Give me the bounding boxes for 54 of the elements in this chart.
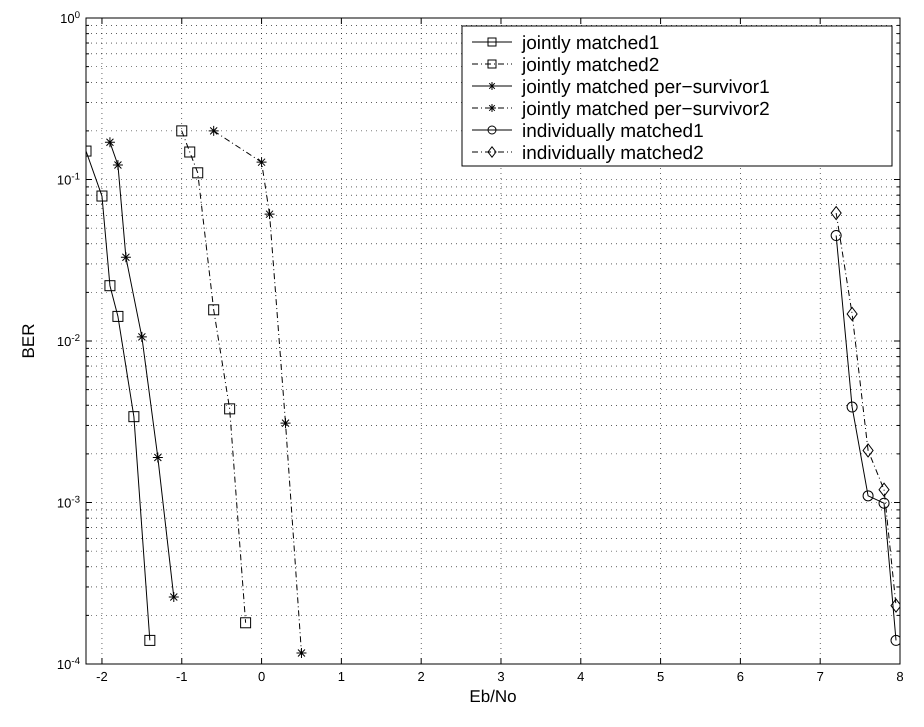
x-tick-label: 7 xyxy=(816,669,824,684)
x-tick-label: 6 xyxy=(736,669,744,684)
y-tick-label: 10$^{0}$ xyxy=(60,10,81,26)
point xyxy=(120,252,132,263)
x-tick-label: -2 xyxy=(96,669,108,684)
y-tick-label: 10$^{-4}$ xyxy=(56,656,81,672)
x-tick-label: 4 xyxy=(577,669,584,684)
point xyxy=(224,403,236,414)
legend-label: individually matched1 xyxy=(522,121,704,142)
point xyxy=(168,591,180,602)
point xyxy=(296,647,307,658)
point xyxy=(144,634,156,646)
y-tick-label: 10$^{-2}$ xyxy=(56,332,80,349)
point xyxy=(128,411,140,422)
point xyxy=(256,156,268,168)
point xyxy=(878,482,890,497)
legend-label: jointly matched2 xyxy=(521,55,660,76)
x-tick-label: 1 xyxy=(338,669,345,684)
point xyxy=(104,280,116,292)
point xyxy=(846,402,858,413)
y-tick-label: 10$^{-1}$ xyxy=(56,171,80,188)
x-tick-label: 5 xyxy=(656,669,664,684)
x-tick-label: -1 xyxy=(176,669,188,684)
point xyxy=(878,498,890,509)
x-tick-label: 3 xyxy=(497,669,505,684)
legend-label: jointly matched per−survivor1 xyxy=(521,77,770,98)
point xyxy=(830,230,842,242)
point xyxy=(846,306,858,321)
point xyxy=(830,206,842,220)
x-tick-label: 0 xyxy=(258,669,266,684)
x-tick-label: 2 xyxy=(418,669,425,684)
point xyxy=(240,617,252,628)
y-axis-title: BER xyxy=(19,324,38,358)
point xyxy=(862,443,874,458)
y-tick-label: 10$^{-3}$ xyxy=(56,494,80,510)
x-axis-title: Eb/No xyxy=(469,687,517,706)
point xyxy=(136,331,148,342)
point xyxy=(152,452,164,463)
point xyxy=(192,167,204,178)
point xyxy=(280,418,292,429)
point xyxy=(208,125,220,136)
x-tick-label: 8 xyxy=(896,669,904,684)
point xyxy=(184,146,196,158)
point xyxy=(208,304,220,316)
point xyxy=(112,159,124,170)
point xyxy=(104,136,116,148)
point xyxy=(176,125,188,136)
point xyxy=(264,208,276,220)
legend-label: jointly matched per−survivor2 xyxy=(521,99,770,120)
point xyxy=(112,310,124,322)
legend-label: jointly matched1 xyxy=(521,33,660,54)
legend-label: individually matched2 xyxy=(522,143,704,164)
point xyxy=(96,190,108,202)
point xyxy=(862,490,874,502)
